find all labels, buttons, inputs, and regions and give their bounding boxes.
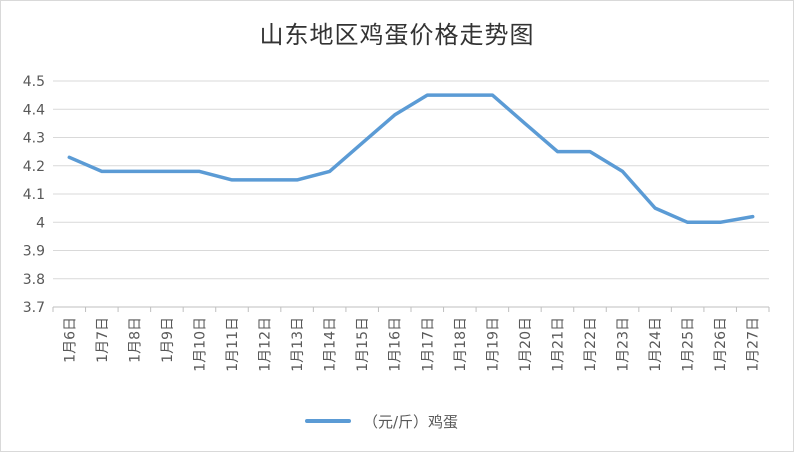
x-tick-labels: 1月6日 1月7日 1月8日 1月9日 1月10日 1月11日 1月12日 1月13日 1月14…: [62, 317, 761, 372]
x-tick-label: 1月7日: [95, 317, 111, 363]
x-tick-label: 1月20日: [518, 317, 534, 372]
x-tick-label: 1月11日: [225, 317, 241, 372]
chart-title: 山东地区鸡蛋价格走势图: [259, 21, 535, 49]
x-tick-label: 1月17日: [420, 317, 436, 372]
x-tick-label: 1月21日: [550, 317, 566, 372]
x-tick-label: 1月10日: [192, 317, 208, 372]
x-tick-label: 1月13日: [290, 317, 306, 372]
series-line-egg: [67, 93, 755, 225]
x-axis: [52, 306, 770, 312]
x-tick-label: 1月22日: [583, 317, 599, 372]
legend: （元/斤）鸡蛋: [305, 410, 458, 432]
x-tick-label: 1月24日: [648, 317, 664, 372]
x-tick-label: 1月27日: [746, 317, 762, 372]
x-tick-label: 1月25日: [681, 317, 697, 372]
gridlines: [53, 80, 769, 280]
y-tick-label: 4.5: [23, 74, 45, 90]
x-tick-label: 1月16日: [388, 317, 404, 372]
x-tick-label: 1月18日: [453, 317, 469, 372]
x-tick-label: 1月23日: [616, 317, 632, 372]
x-tick-label: 1月26日: [713, 317, 729, 372]
legend-label: （元/斤）鸡蛋: [363, 412, 459, 431]
y-tick-label: 4.4: [23, 102, 45, 118]
x-tick-label: 1月8日: [127, 317, 143, 363]
x-tick-label: 1月6日: [62, 317, 78, 363]
y-tick-label: 3.9: [23, 244, 45, 260]
y-tick-label: 3.7: [23, 300, 45, 316]
x-tick-label: 1月12日: [258, 317, 274, 372]
y-tick-label: 4.3: [23, 131, 45, 147]
y-tick-label: 4: [36, 215, 45, 231]
y-tick-label: 4.2: [23, 159, 45, 175]
y-tick-label: 4.1: [23, 187, 45, 203]
x-tick-label: 1月15日: [355, 317, 371, 372]
y-tick-label: 3.8: [23, 272, 45, 288]
x-tick-label: 1月14日: [323, 317, 339, 372]
legend-line-swatch: [305, 419, 351, 423]
x-tick-label: 1月19日: [485, 317, 501, 372]
series-lines: [67, 93, 755, 225]
x-tick-label: 1月9日: [160, 317, 176, 363]
y-tick-labels: 3.7 3.8 3.9 4 4.1 4.2 4.3 4.4 4.5: [23, 74, 45, 316]
